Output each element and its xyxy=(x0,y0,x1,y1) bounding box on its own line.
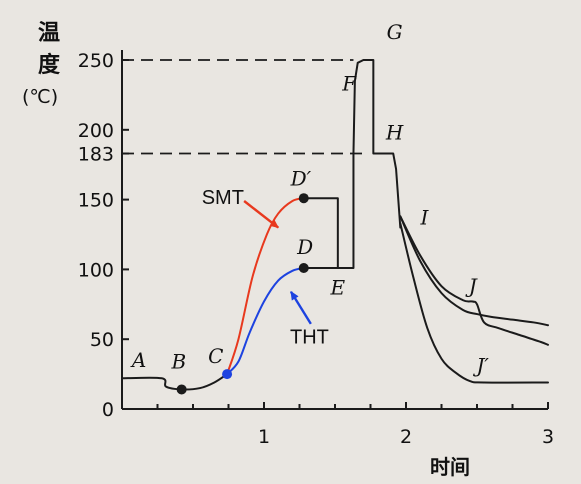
annotation-label-tht: THT xyxy=(290,326,329,348)
point-label-9: H xyxy=(385,121,404,145)
point-label-3: C xyxy=(208,344,223,368)
y-tick-label-0: 0 xyxy=(102,399,114,421)
y-tick-label-200: 200 xyxy=(78,120,114,142)
y-axis-title-char-2: 度 xyxy=(38,52,61,78)
point-label-11: J xyxy=(465,274,478,298)
y-axis-title-char-1: 温 xyxy=(38,21,60,46)
y-axis-unit: (℃) xyxy=(22,86,58,108)
y-tick-label-150: 150 xyxy=(78,190,114,212)
y-tick-label-100: 100 xyxy=(78,259,114,281)
point-marker-2 xyxy=(222,369,233,380)
point-label-7: F xyxy=(341,72,357,96)
series-smt-line xyxy=(226,197,305,376)
x-tick-label-2: 2 xyxy=(400,426,412,448)
point-label-12: J′ xyxy=(472,354,489,378)
point-label-2: B xyxy=(170,350,186,374)
point-marker-1 xyxy=(176,384,187,395)
point-label-10: I xyxy=(420,206,430,230)
series-cool-1-line xyxy=(399,215,549,327)
series-cool-2-line xyxy=(399,215,549,346)
y-tick-label-250: 250 xyxy=(78,50,114,72)
annotation-arrow-1 xyxy=(243,200,279,229)
y-tick-label-183: 183 xyxy=(78,144,114,166)
annotation-label-smt: SMT xyxy=(202,187,244,209)
x-tick-label-3: 3 xyxy=(542,426,554,448)
point-label-5: D xyxy=(296,235,313,259)
point-marker-3 xyxy=(298,193,309,204)
point-label-8: G xyxy=(387,20,403,44)
point-marker-4 xyxy=(298,263,309,274)
series-base-line xyxy=(121,373,229,391)
x-axis-title: 时间 xyxy=(430,455,470,479)
x-tick-label-1: 1 xyxy=(258,426,270,448)
y-tick-label-50: 50 xyxy=(90,329,114,351)
annotation-arrow-2 xyxy=(289,290,312,325)
series-profile-line xyxy=(302,59,402,270)
point-label-4: D′ xyxy=(290,167,312,191)
series-cool-3-line xyxy=(399,222,549,384)
point-label-6: E xyxy=(330,276,346,300)
point-label-1: A xyxy=(130,348,146,372)
series-tht-line xyxy=(226,267,305,376)
y-axis-title: 温 度 (℃) xyxy=(22,21,61,108)
